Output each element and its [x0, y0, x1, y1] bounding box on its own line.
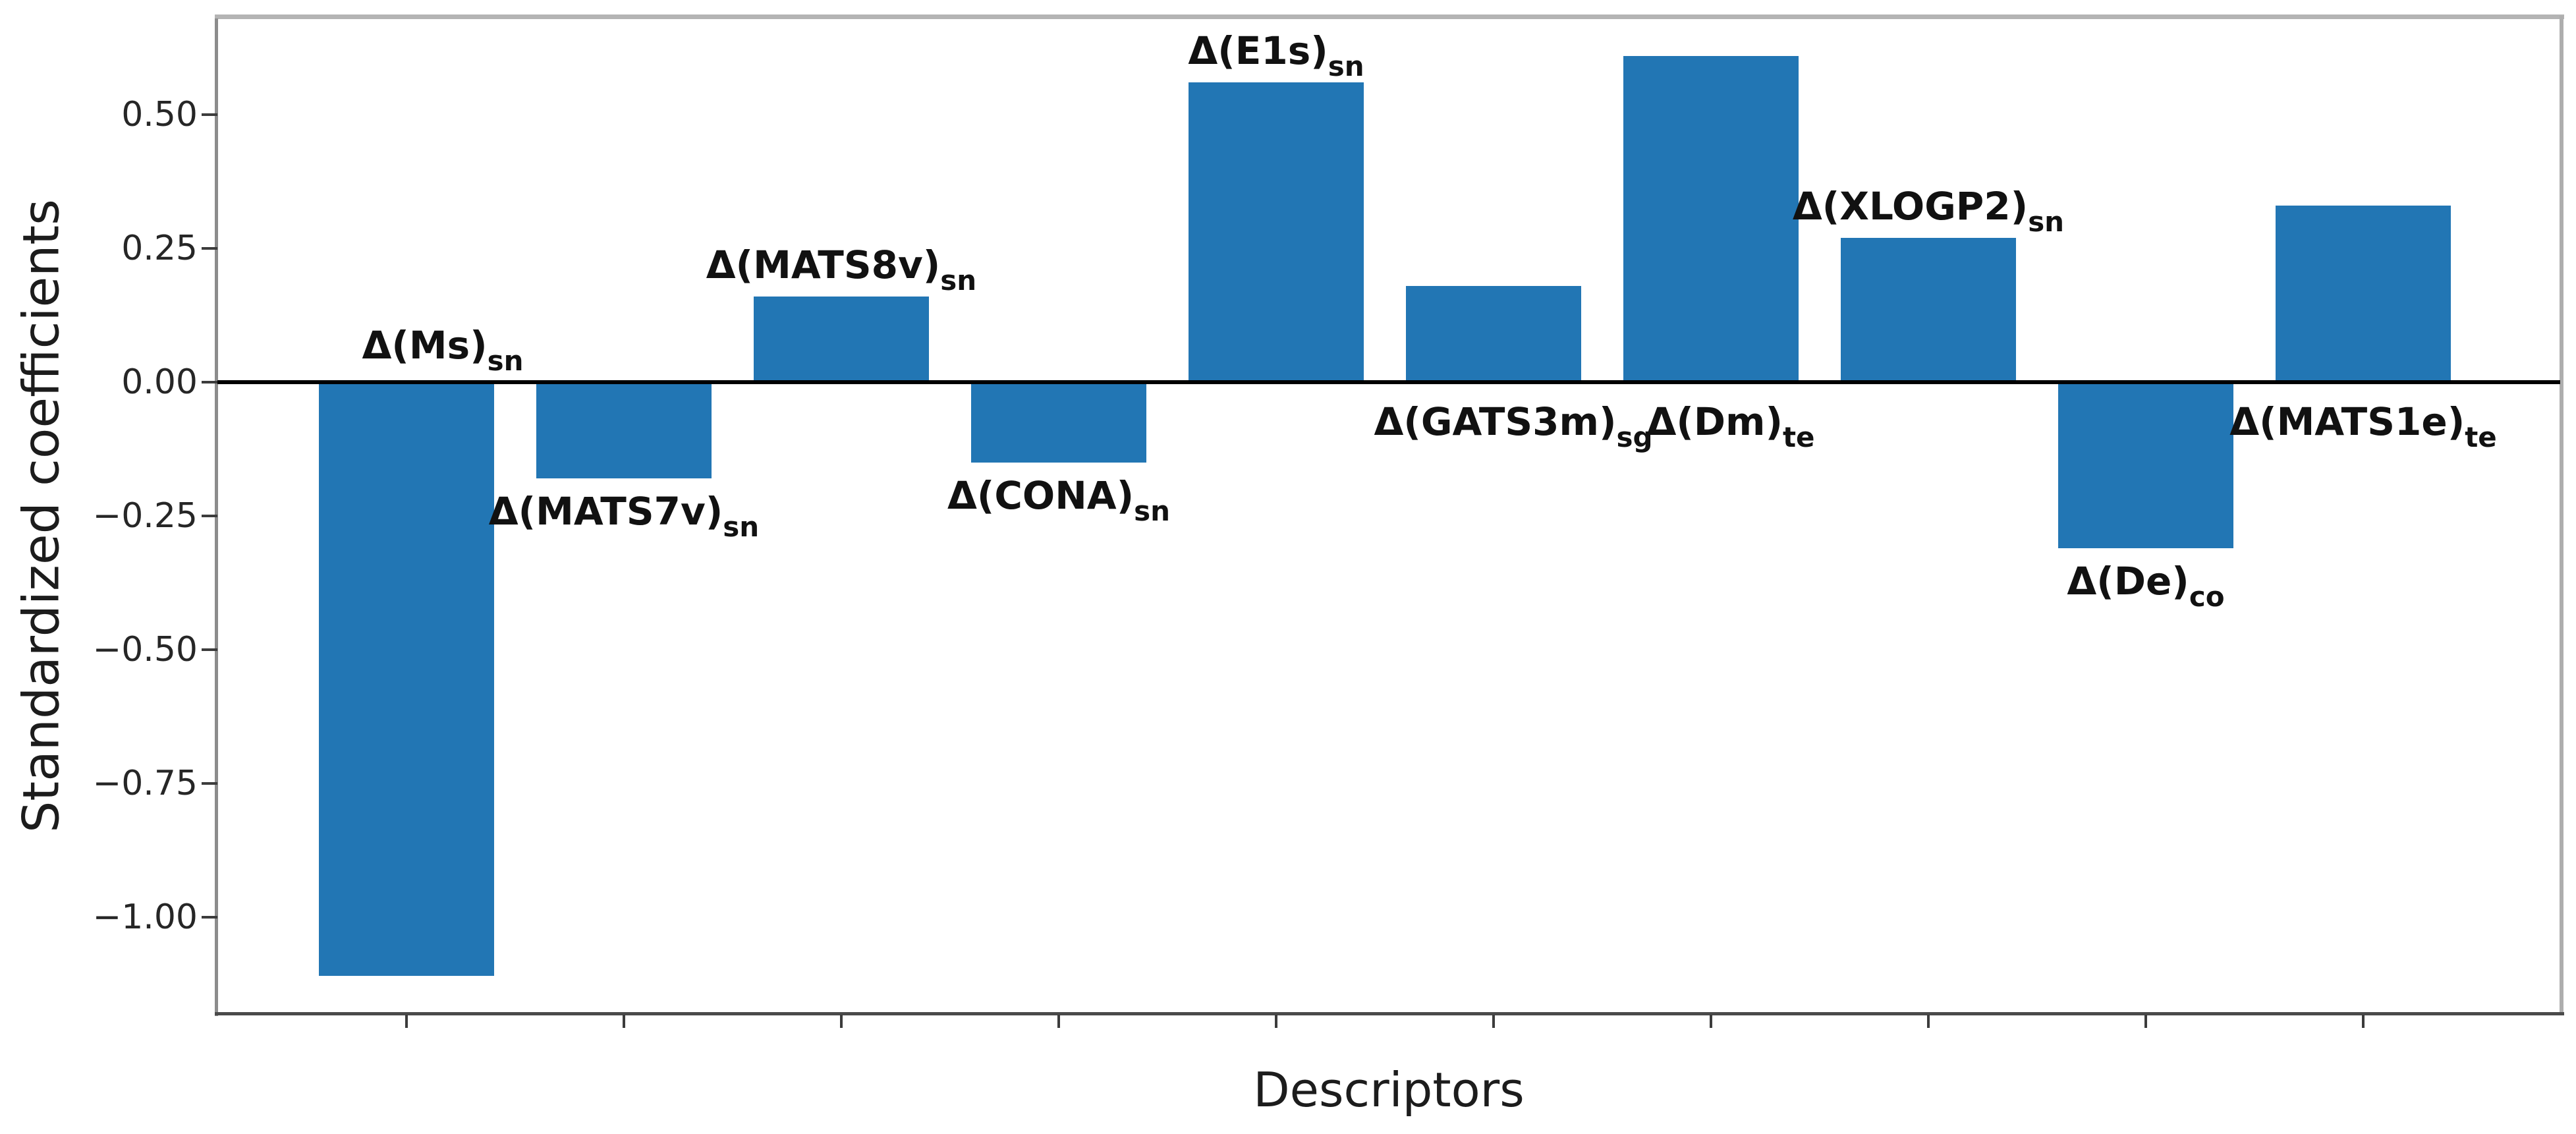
bar-label-subscript: sg — [1616, 421, 1653, 454]
bar-label-subscript: sn — [1328, 50, 1364, 83]
bar-label-subscript: co — [2189, 580, 2225, 613]
bar-label-subscript: sn — [1134, 494, 1171, 527]
y-tick-mark — [202, 381, 217, 384]
bar — [971, 382, 1146, 463]
x-tick-mark — [2144, 1015, 2147, 1028]
x-tick-mark — [1492, 1015, 1495, 1028]
bar — [2276, 206, 2451, 383]
y-tick-label: 0.25 — [121, 229, 198, 269]
bar-label: Δ(E1s)sn — [1188, 28, 1364, 83]
bar-label-subscript: sn — [487, 345, 524, 378]
y-tick-mark — [202, 247, 217, 250]
axis-spine-bottom — [215, 1012, 2564, 1015]
bar-label-subscript: te — [1782, 421, 1815, 454]
x-tick-mark — [840, 1015, 843, 1028]
bar — [1623, 55, 1799, 383]
plot-area: 0.50 0.25 0.00 −0.25 −0.50 −0.75 −1.00 Δ(Ms)sn Δ… — [93, 14, 2564, 1028]
y-tick-label: −1.00 — [92, 897, 198, 937]
y-tick-label: −0.75 — [92, 763, 198, 803]
axis-spine-top — [215, 14, 2564, 19]
bar-label: Δ(MATS7v)sn — [488, 489, 760, 544]
bar-label: Δ(GATS3m)sg — [1374, 399, 1653, 454]
x-tick-mark — [623, 1015, 625, 1028]
x-tick-mark — [405, 1015, 408, 1028]
bar-label-subscript: te — [2465, 421, 2497, 454]
bar-label: Δ(MATS1e)te — [2229, 399, 2497, 454]
y-tick-mark — [202, 915, 217, 919]
bar-label: Δ(Ms)sn — [362, 323, 524, 378]
bar-label: Δ(De)co — [2067, 558, 2225, 613]
bar-label: Δ(Dm)te — [1646, 399, 1815, 454]
y-tick-mark — [202, 781, 217, 785]
x-tick-mark — [1275, 1015, 1277, 1028]
bar — [1406, 285, 1581, 383]
bar — [319, 382, 494, 977]
bar-label-subscript: sn — [940, 264, 977, 297]
y-tick-mark — [202, 113, 217, 117]
y-tick-label: −0.50 — [92, 629, 198, 669]
bar-label-subscript: sn — [723, 511, 760, 544]
axis-spine-right — [2560, 16, 2563, 1015]
y-tick-label: 0.50 — [121, 95, 198, 135]
y-tick-mark — [202, 648, 217, 651]
bar-label-subscript: sn — [2028, 205, 2065, 238]
x-tick-mark — [1710, 1015, 1712, 1028]
x-axis-title: Descriptors — [1253, 1062, 1525, 1118]
x-tick-mark — [1927, 1015, 1930, 1028]
x-tick-mark — [2362, 1015, 2365, 1028]
axis-spine-left — [215, 18, 218, 1016]
zero-value-line — [217, 380, 2560, 385]
y-tick-label: 0.00 — [121, 362, 198, 403]
bar-label: Δ(MATS8v)sn — [706, 242, 977, 297]
bar — [2058, 382, 2233, 548]
y-tick-label: −0.25 — [92, 496, 198, 536]
bar — [754, 297, 929, 383]
bar — [536, 382, 712, 479]
y-tick-mark — [202, 515, 217, 517]
x-tick-mark — [1057, 1015, 1060, 1028]
bar-label: Δ(CONA)sn — [947, 472, 1171, 527]
bar — [1189, 82, 1364, 383]
bar — [1841, 237, 2016, 383]
bar-label: Δ(XLOGP2)sn — [1792, 183, 2065, 238]
